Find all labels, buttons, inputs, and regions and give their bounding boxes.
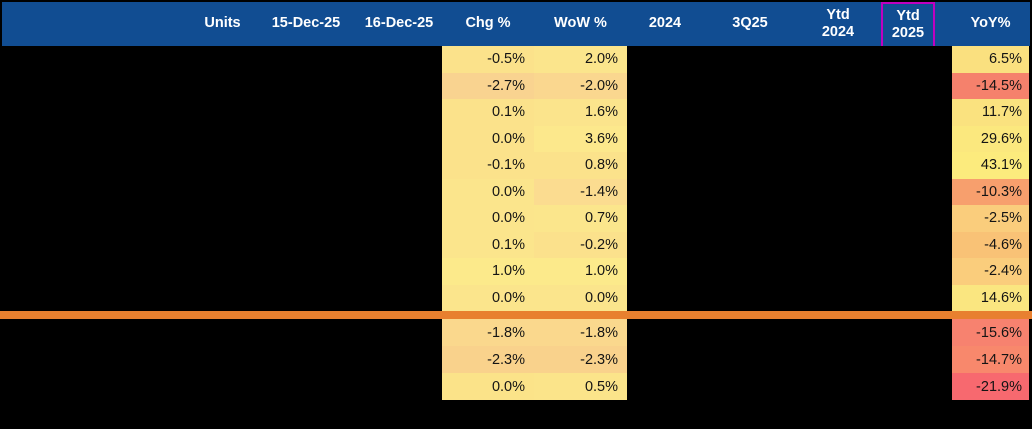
wow-pct-column: 2.0% -2.0% 1.6% 3.6% 0.8% -1.4% 0.7% -0.… (534, 46, 627, 400)
chg-cell[interactable]: 0.0% (442, 178, 534, 205)
yoy-cell[interactable]: 43.1% (952, 152, 1029, 179)
col-header-2024[interactable]: 2024 (648, 15, 682, 32)
chg-cell[interactable]: -0.5% (442, 46, 534, 73)
yoy-cell[interactable]: 29.6% (952, 125, 1029, 152)
ytd-2024-line2: 2024 (821, 24, 855, 40)
wow-cell[interactable]: 0.8% (534, 152, 627, 179)
yoy-pct-column: 6.5% -14.5% 11.7% 29.6% 43.1% -10.3% -2.… (952, 46, 1029, 400)
wow-cell[interactable]: -1.4% (534, 178, 627, 205)
col-header-units[interactable]: Units (204, 15, 241, 32)
table-header: Units 15-Dec-25 16-Dec-25 Chg % WoW % 20… (2, 2, 1030, 46)
yoy-cell[interactable]: -10.3% (952, 178, 1029, 205)
col-header-yoy-pct[interactable]: YoY% (970, 15, 1011, 32)
yoy-cell[interactable]: -21.9% (952, 373, 1029, 400)
col-header-ytd-2024[interactable]: Ytd 2024 (800, 2, 876, 46)
chg-pct-column: -0.5% -2.7% 0.1% 0.0% -0.1% 0.0% 0.0% 0.… (442, 46, 534, 400)
chg-cell[interactable]: 0.0% (442, 284, 534, 311)
chg-cell[interactable]: 0.1% (442, 99, 534, 126)
chg-cell[interactable]: 0.0% (442, 373, 534, 400)
col-header-3q25[interactable]: 3Q25 (732, 15, 768, 32)
chg-cell[interactable]: -0.1% (442, 152, 534, 179)
yoy-cell[interactable]: -2.4% (952, 258, 1029, 285)
ytd-2024-line1: Ytd (826, 6, 850, 23)
chg-cell[interactable]: -1.8% (442, 319, 534, 346)
col-header-ytd-2025[interactable]: Ytd 2025 (881, 2, 935, 46)
yoy-cell[interactable]: 14.6% (952, 284, 1029, 311)
yoy-cell[interactable]: -15.6% (952, 319, 1029, 346)
col-header-date-1[interactable]: 15-Dec-25 (271, 15, 341, 32)
yoy-cell[interactable]: 6.5% (952, 46, 1029, 73)
chg-cell[interactable]: 0.0% (442, 205, 534, 232)
chg-cell[interactable]: -2.7% (442, 72, 534, 99)
wow-cell[interactable]: 2.0% (534, 46, 627, 73)
wow-cell[interactable]: -2.3% (534, 346, 627, 373)
yoy-cell[interactable]: -4.6% (952, 231, 1029, 258)
wow-cell[interactable]: 0.5% (534, 373, 627, 400)
wow-cell[interactable]: 0.7% (534, 205, 627, 232)
chg-cell[interactable]: 0.0% (442, 125, 534, 152)
section-divider (0, 311, 1032, 319)
col-header-date-2[interactable]: 16-Dec-25 (364, 15, 434, 32)
ytd-2025-line2: 2025 (891, 25, 925, 41)
wow-cell[interactable]: -1.8% (534, 319, 627, 346)
wow-cell[interactable]: 3.6% (534, 125, 627, 152)
chg-cell[interactable]: 0.1% (442, 231, 534, 258)
yoy-cell[interactable]: -2.5% (952, 205, 1029, 232)
col-header-wow-pct[interactable]: WoW % (554, 15, 607, 32)
col-header-chg-pct[interactable]: Chg % (465, 15, 511, 32)
ytd-2025-line1: Ytd (896, 7, 920, 24)
chg-cell[interactable]: -2.3% (442, 346, 534, 373)
yoy-cell[interactable]: -14.5% (952, 72, 1029, 99)
wow-cell[interactable]: 0.0% (534, 284, 627, 311)
wow-cell[interactable]: -0.2% (534, 231, 627, 258)
yoy-cell[interactable]: 11.7% (952, 99, 1029, 126)
yoy-cell[interactable]: -14.7% (952, 346, 1029, 373)
wow-cell[interactable]: 1.6% (534, 99, 627, 126)
wow-cell[interactable]: 1.0% (534, 258, 627, 285)
chg-cell[interactable]: 1.0% (442, 258, 534, 285)
wow-cell[interactable]: -2.0% (534, 72, 627, 99)
